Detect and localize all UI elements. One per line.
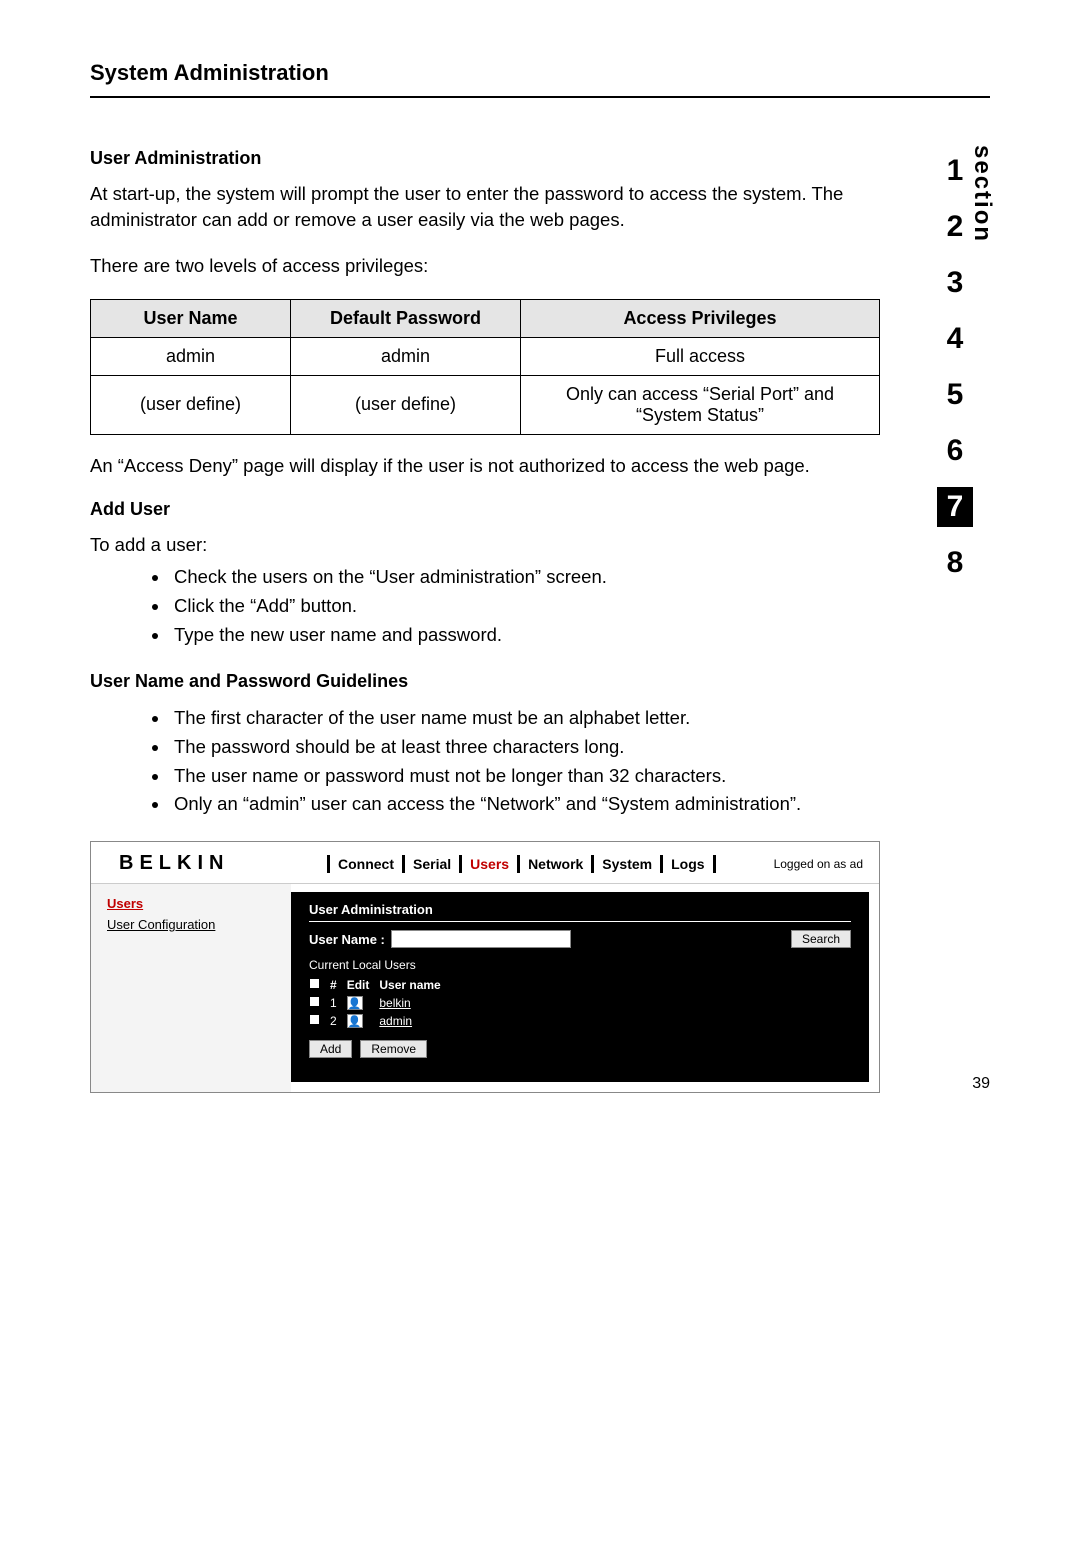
- section-nav-6[interactable]: 6: [937, 431, 973, 471]
- section-nav: section 12345678: [920, 135, 990, 599]
- nav-logs[interactable]: Logs: [671, 856, 704, 872]
- username-search-input[interactable]: [391, 930, 571, 948]
- page-title: System Administration: [90, 60, 990, 98]
- nav-separator: [517, 855, 520, 873]
- list-item: Click the “Add” button.: [170, 592, 990, 621]
- list-item: The password should be at least three ch…: [170, 733, 990, 762]
- ss-header: BELKIN Connect Serial Users Network System Lo…: [91, 842, 879, 884]
- table-row: (user define)(user define)Only can acces…: [91, 375, 880, 434]
- nav-separator: [402, 855, 405, 873]
- nav-network[interactable]: Network: [528, 856, 583, 872]
- user-admin-para1: At start-up, the system will prompt the …: [90, 181, 910, 233]
- section-nav-8[interactable]: 8: [937, 543, 973, 583]
- nav-separator: [591, 855, 594, 873]
- edit-user-icon[interactable]: 👤: [347, 996, 363, 1010]
- page-number: 39: [972, 1075, 990, 1093]
- add-user-intro: To add a user:: [90, 532, 910, 558]
- guidelines-list: The first character of the user name mus…: [90, 704, 990, 819]
- section-nav-3[interactable]: 3: [937, 263, 973, 303]
- nav-separator: [660, 855, 663, 873]
- nav-serial[interactable]: Serial: [413, 856, 451, 872]
- table-cell: Full access: [521, 337, 880, 375]
- add-button[interactable]: Add: [309, 1040, 352, 1058]
- sidebar-users-link[interactable]: Users: [107, 896, 275, 911]
- edit-user-icon[interactable]: 👤: [347, 1014, 363, 1028]
- col-edit: Edit: [347, 976, 380, 994]
- belkin-logo: BELKIN: [119, 852, 319, 875]
- remove-button[interactable]: Remove: [360, 1040, 427, 1058]
- ui-screenshot: BELKIN Connect Serial Users Network System Lo…: [90, 841, 880, 1093]
- user-admin-heading: User Administration: [90, 148, 990, 169]
- access-deny-note: An “Access Deny” page will display if th…: [90, 453, 910, 479]
- select-all-checkbox[interactable]: [309, 978, 320, 989]
- user-link[interactable]: admin: [379, 1014, 412, 1028]
- panel-title: User Administration: [309, 902, 851, 922]
- logged-on-label: Logged on as ad: [774, 857, 863, 871]
- nav-separator: [327, 855, 330, 873]
- table-cell: (user define): [91, 375, 291, 434]
- nav-connect[interactable]: Connect: [338, 856, 394, 872]
- row-checkbox[interactable]: [309, 996, 320, 1007]
- nav-users[interactable]: Users: [470, 856, 509, 872]
- add-user-steps: Check the users on the “User administrat…: [90, 563, 990, 649]
- row-number: 2: [330, 1012, 347, 1030]
- sidebar-user-config-link[interactable]: User Configuration: [107, 917, 275, 932]
- guidelines-heading: User Name and Password Guidelines: [90, 671, 990, 692]
- section-nav-5[interactable]: 5: [937, 375, 973, 415]
- col-username: User name: [379, 976, 450, 994]
- priv-th-password: Default Password: [291, 299, 521, 337]
- username-search-label: User Name :: [309, 932, 385, 947]
- current-users-label: Current Local Users: [309, 958, 851, 972]
- table-cell: admin: [291, 337, 521, 375]
- col-num: #: [330, 976, 347, 994]
- table-cell: Only can access “Serial Port” and “Syste…: [521, 375, 880, 434]
- ss-top-nav: Connect Serial Users Network System Logs: [319, 855, 724, 873]
- nav-separator: [459, 855, 462, 873]
- section-nav-7[interactable]: 7: [937, 487, 973, 527]
- table-row: adminadminFull access: [91, 337, 880, 375]
- section-label: section: [968, 145, 996, 243]
- current-users-table: # Edit User name 1👤 belkin 2👤 admin: [309, 976, 451, 1030]
- list-item: Type the new user name and password.: [170, 621, 990, 650]
- list-item: The first character of the user name mus…: [170, 704, 990, 733]
- user-admin-para2: There are two levels of access privilege…: [90, 253, 910, 279]
- search-button[interactable]: Search: [791, 930, 851, 948]
- add-user-heading: Add User: [90, 499, 990, 520]
- section-nav-4[interactable]: 4: [937, 319, 973, 359]
- ss-sidebar: Users User Configuration: [91, 884, 291, 1092]
- list-item: The user name or password must not be lo…: [170, 762, 990, 791]
- list-item: Check the users on the “User administrat…: [170, 563, 990, 592]
- row-checkbox[interactable]: [309, 1014, 320, 1025]
- user-row: 1👤 belkin: [309, 994, 451, 1012]
- nav-separator: [713, 855, 716, 873]
- priv-th-access: Access Privileges: [521, 299, 880, 337]
- table-cell: admin: [91, 337, 291, 375]
- nav-system[interactable]: System: [602, 856, 652, 872]
- priv-th-username: User Name: [91, 299, 291, 337]
- list-item: Only an “admin” user can access the “Net…: [170, 790, 990, 819]
- user-link[interactable]: belkin: [379, 996, 410, 1010]
- privileges-table: User Name Default Password Access Privil…: [90, 299, 880, 435]
- table-cell: (user define): [291, 375, 521, 434]
- row-number: 1: [330, 994, 347, 1012]
- ss-main-panel: User Administration User Name : Search C…: [291, 892, 869, 1082]
- user-row: 2👤 admin: [309, 1012, 451, 1030]
